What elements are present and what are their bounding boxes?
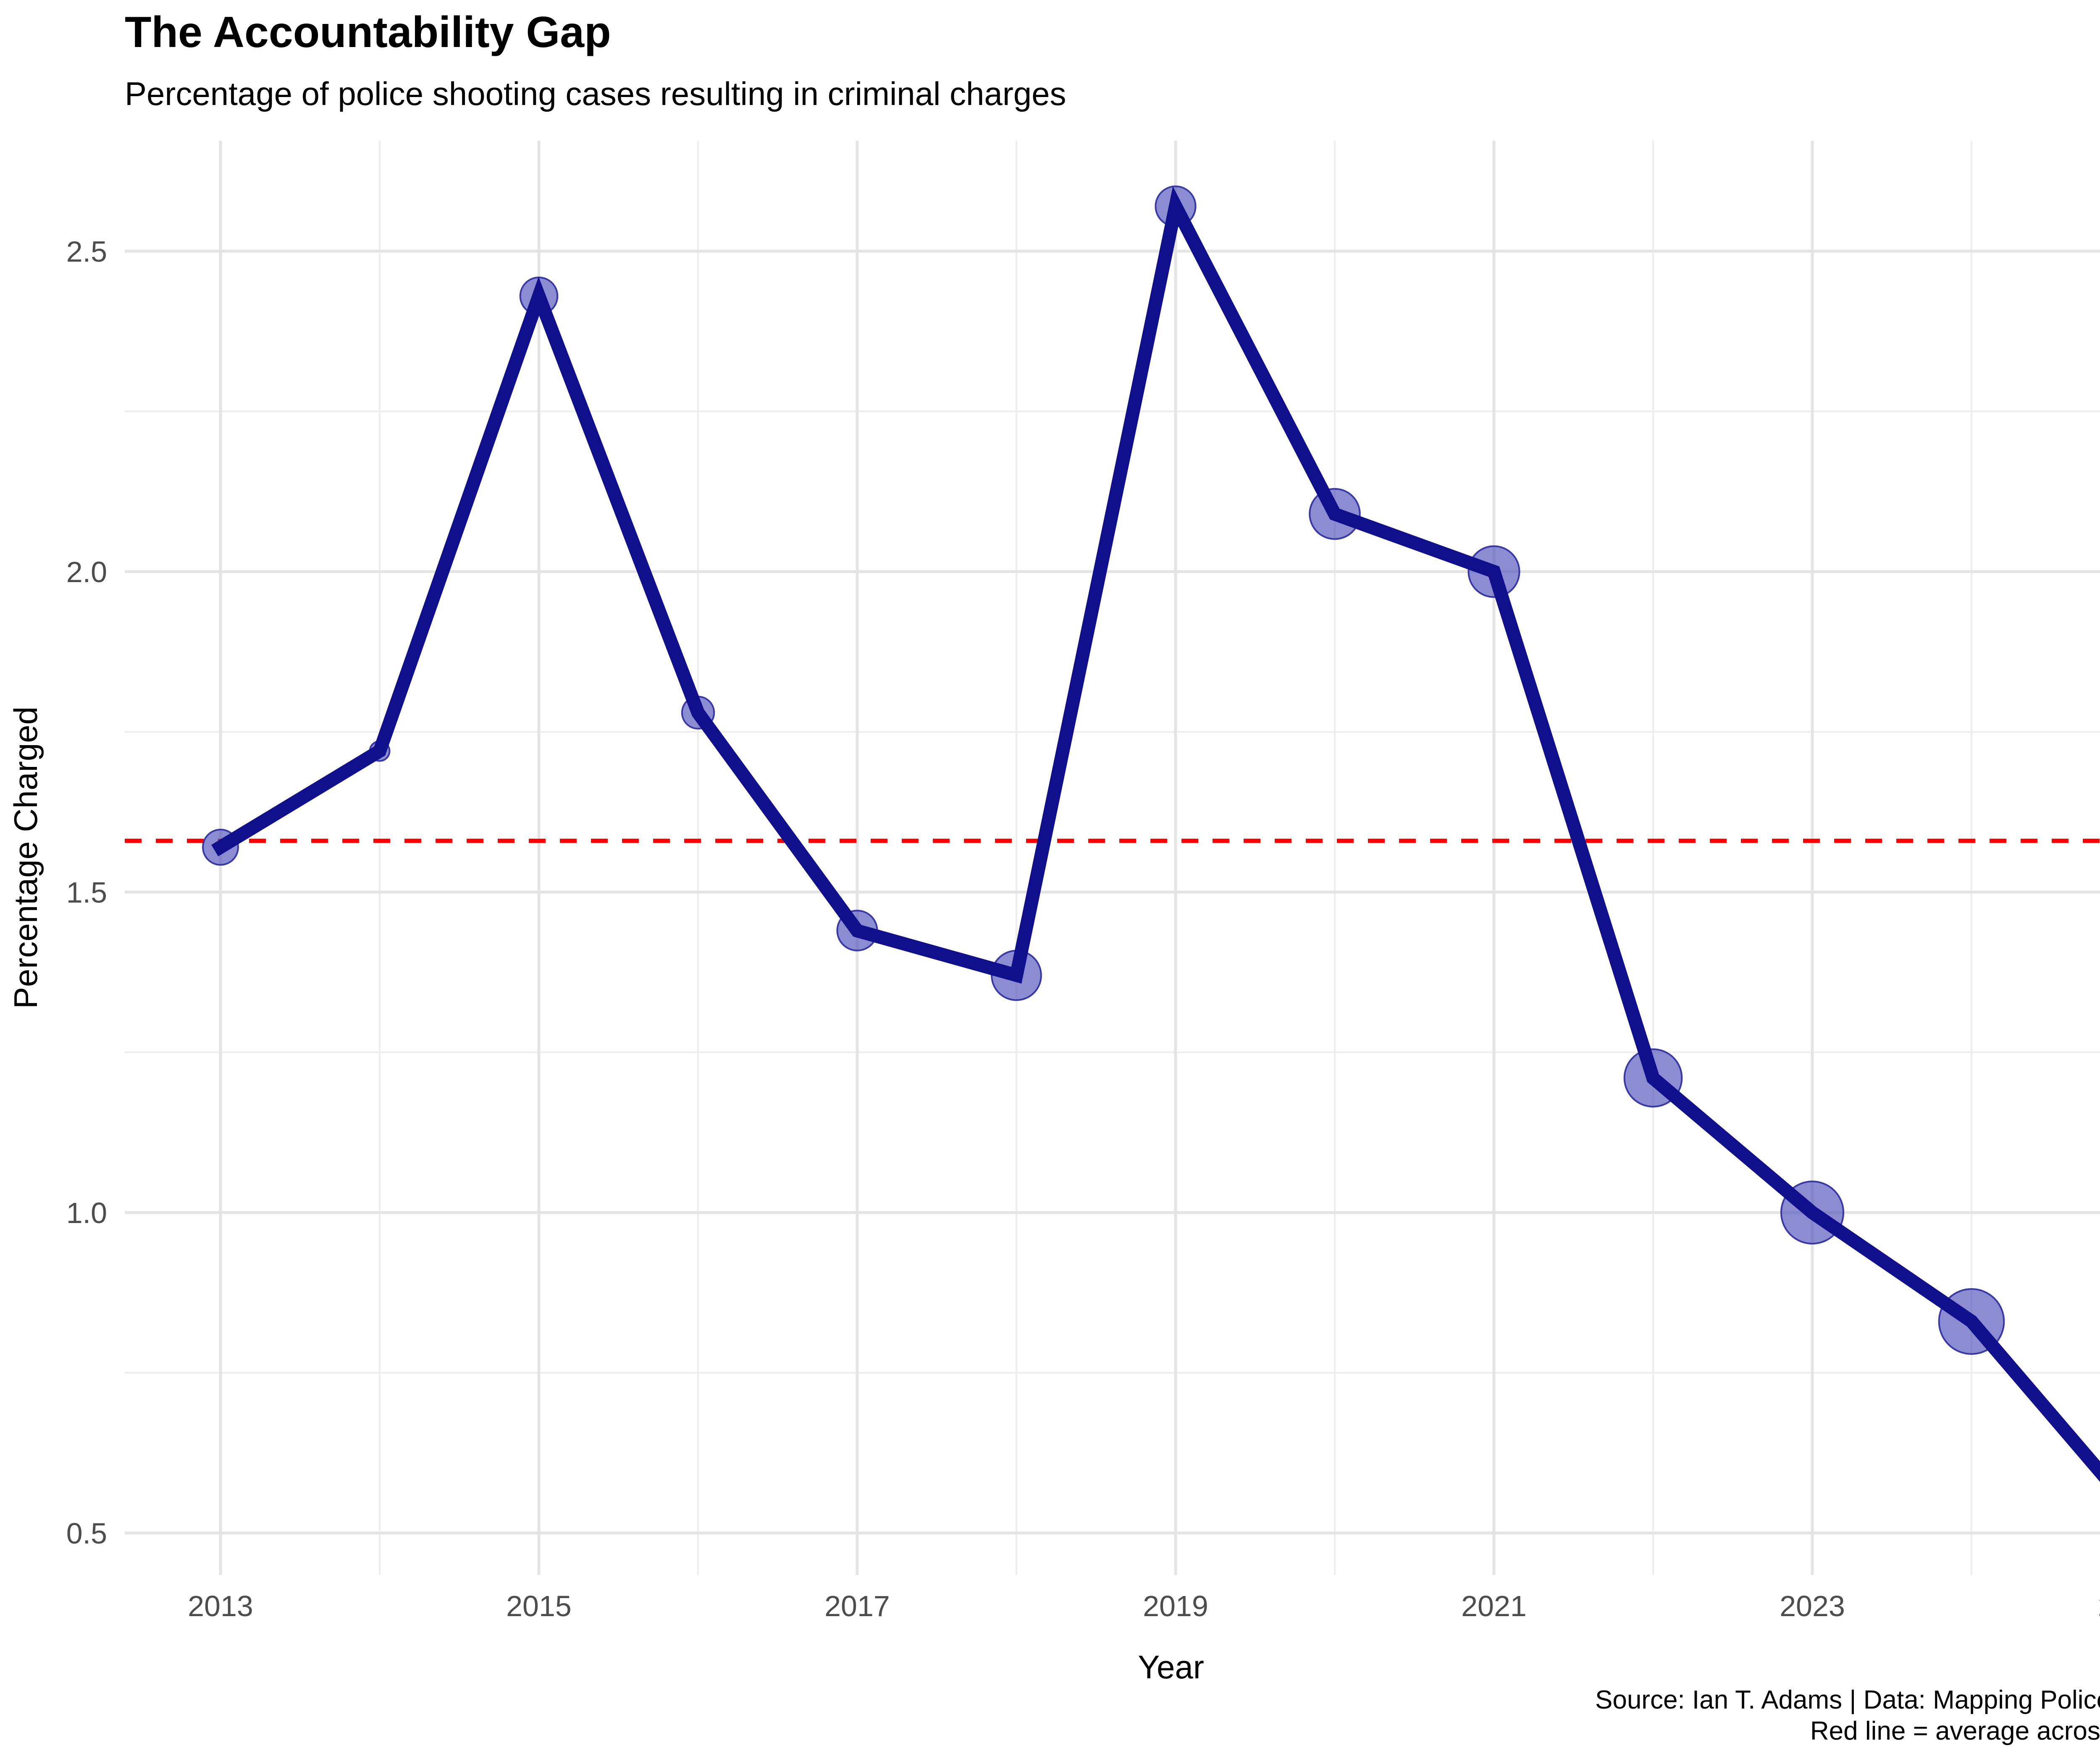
y-tick-label-2.5: 2.5 xyxy=(66,235,107,268)
caption-redline-note: Red line = average across all years xyxy=(1810,1717,2100,1746)
gridlines-minor xyxy=(125,141,2100,1575)
x-tick-label-2021: 2021 xyxy=(1461,1590,1527,1622)
x-tick-label-2023: 2023 xyxy=(1780,1590,1845,1622)
x-axis-tick-labels: 2013 2015 2017 2019 2021 2023 2025 xyxy=(188,1590,2100,1622)
x-tick-label-2017: 2017 xyxy=(824,1590,890,1622)
x-tick-label-2015: 2015 xyxy=(506,1590,572,1622)
caption-source: Source: Ian T. Adams | Data: Mapping Pol… xyxy=(1595,1685,2100,1714)
x-axis-title: Year xyxy=(1138,1648,1204,1685)
x-tick-label-2025: 2025 xyxy=(2098,1590,2100,1622)
trend-line-path xyxy=(211,186,2100,1482)
x-tick-label-2013: 2013 xyxy=(188,1590,253,1622)
page-subtitle: Percentage of police shooting cases resu… xyxy=(125,75,1066,112)
gridlines-major xyxy=(125,141,2100,1575)
x-tick-label-2019: 2019 xyxy=(1143,1590,1208,1622)
trend-line xyxy=(211,186,2100,1482)
y-tick-label-1.5: 1.5 xyxy=(66,876,107,909)
page-title: The Accountability Gap xyxy=(125,8,611,57)
y-tick-label-1.0: 1.0 xyxy=(66,1197,107,1229)
y-tick-label-2.0: 2.0 xyxy=(66,556,107,588)
y-axis-title: Percentage Charged xyxy=(7,706,44,1009)
y-tick-label-0.5: 0.5 xyxy=(66,1517,107,1550)
y-axis-tick-labels: 0.5 1.0 1.5 2.0 2.5 xyxy=(66,235,107,1550)
data-points xyxy=(202,185,2005,1355)
